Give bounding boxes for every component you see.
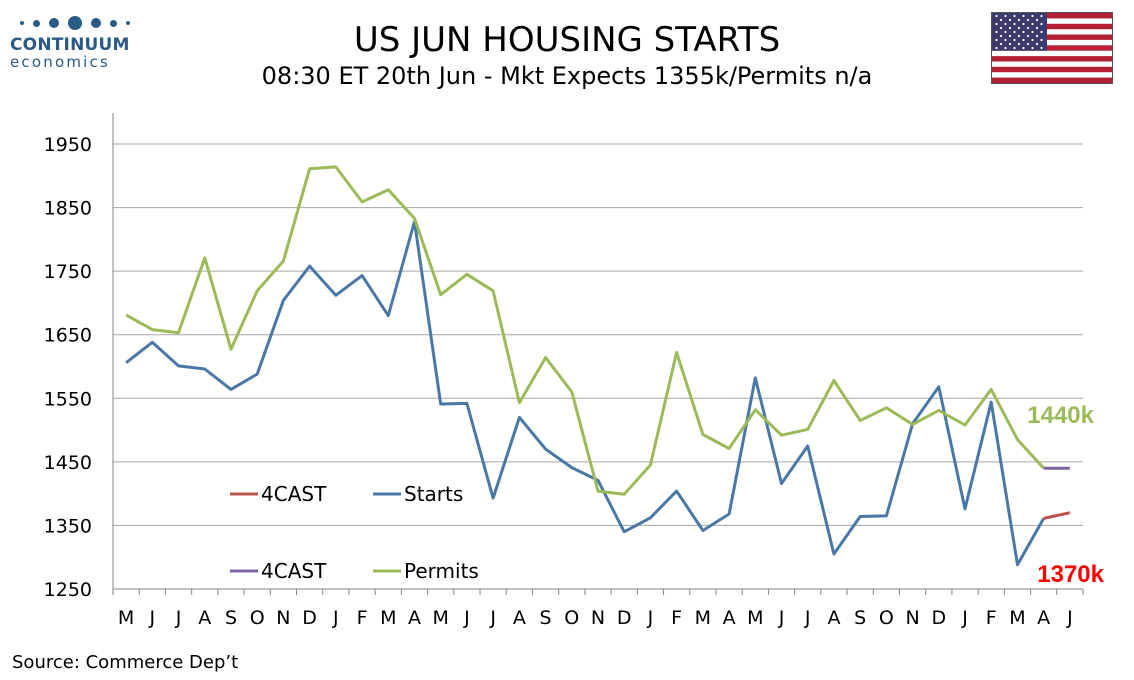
- x-tick-label: N: [276, 607, 290, 629]
- x-tick-label: F: [357, 607, 368, 629]
- x-tick-label: J: [778, 607, 785, 629]
- x-tick-label: M: [118, 607, 134, 629]
- x-tick-label: N: [905, 607, 919, 629]
- y-tick-label: 1250: [44, 579, 92, 601]
- brand-name: CONTINUUM: [10, 35, 130, 55]
- x-tick-label: S: [225, 607, 237, 629]
- y-tick-labels: 1250 1350 1450 1550 1650 1750 1850 1950: [44, 134, 92, 601]
- x-tick-label: S: [854, 607, 866, 629]
- x-tick-label: A: [408, 607, 421, 629]
- x-tick-label: M: [747, 607, 763, 629]
- y-tick-label: 1350: [44, 515, 92, 537]
- x-tick-label: J: [149, 607, 156, 629]
- x-tick-label: M: [1009, 607, 1025, 629]
- x-tick-label: A: [1037, 607, 1050, 629]
- legend-label: 4CAST: [261, 482, 327, 506]
- chart-axes: [112, 113, 1084, 595]
- chart-grid: [113, 143, 1083, 526]
- series-line-4cast: [1043, 511, 1071, 520]
- series-line-permits: [125, 165, 1045, 496]
- x-tick-label: S: [540, 607, 552, 629]
- x-tick-label: A: [827, 607, 840, 629]
- x-tick-label: O: [250, 607, 265, 629]
- y-tick-label: 1750: [44, 261, 92, 283]
- data-label: 1370k: [1037, 561, 1104, 588]
- data-label: 1440k: [1027, 402, 1094, 429]
- chart-annotations: 1440k 1370k: [1027, 402, 1104, 588]
- x-tick-label: J: [1066, 607, 1073, 629]
- x-tick-label: J: [332, 607, 339, 629]
- logo-dots-icon: [20, 14, 140, 32]
- x-tick-label: O: [879, 607, 894, 629]
- x-tick-label: A: [513, 607, 526, 629]
- chart-subtitle: 08:30 ET 20th Jun - Mkt Expects 1355k/Pe…: [261, 62, 873, 90]
- chart-title: US JUN HOUSING STARTS: [353, 20, 781, 60]
- x-tick-label: A: [198, 607, 211, 629]
- chart-legend: 4CAST Starts 4CAST Permits: [230, 482, 479, 583]
- x-tick-label: D: [617, 607, 632, 629]
- y-tick-label: 1850: [44, 198, 92, 220]
- x-tick-label: F: [671, 607, 682, 629]
- brand-logo: CONTINUUM economics: [10, 14, 140, 71]
- us-flag-icon: [991, 12, 1113, 84]
- x-tick-label: J: [463, 607, 470, 629]
- x-tick-label: M: [432, 607, 448, 629]
- y-tick-label: 1950: [44, 134, 92, 156]
- x-tick-label: N: [591, 607, 605, 629]
- x-tick-label: J: [804, 607, 811, 629]
- x-tick-label: D: [302, 607, 317, 629]
- x-tick-label: F: [986, 607, 997, 629]
- series-line-starts: [125, 220, 1046, 567]
- legend-label: Starts: [404, 482, 463, 506]
- x-tick-label: D: [931, 607, 946, 629]
- x-tick-label: J: [647, 607, 654, 629]
- x-tick-label: J: [961, 607, 968, 629]
- x-tick-label: M: [380, 607, 396, 629]
- x-tick-label: O: [564, 607, 579, 629]
- y-tick-label: 1550: [44, 388, 92, 410]
- y-tick-label: 1450: [44, 452, 92, 474]
- legend-label: 4CAST: [261, 559, 327, 583]
- y-tick-label: 1650: [44, 325, 92, 347]
- x-tick-label: J: [489, 607, 496, 629]
- x-tick-label: J: [175, 607, 182, 629]
- brand-sub: economics: [10, 53, 110, 71]
- source-note: Source: Commerce Dep’t: [12, 652, 239, 673]
- legend-label: Permits: [404, 559, 479, 583]
- x-tick-label: A: [723, 607, 736, 629]
- x-tick-label: M: [695, 607, 711, 629]
- chart-series: [125, 165, 1071, 567]
